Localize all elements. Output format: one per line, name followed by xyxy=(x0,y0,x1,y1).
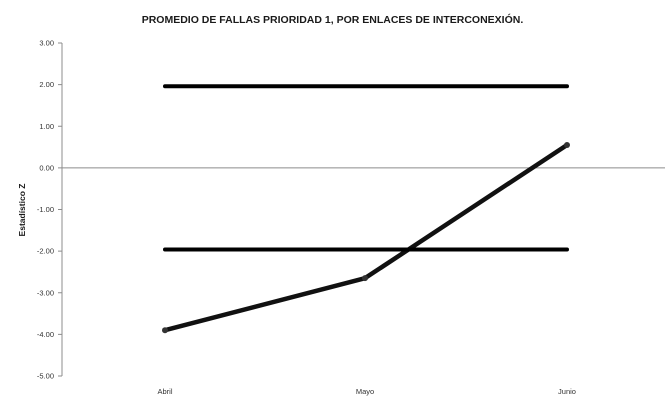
y-tick-label: 0.00 xyxy=(39,163,54,172)
data-point xyxy=(362,275,368,282)
y-tick-label: -1.00 xyxy=(37,205,54,214)
y-tick-label: -2.00 xyxy=(37,247,54,256)
x-tick-label: Junio xyxy=(558,387,576,396)
y-tick-label: -3.00 xyxy=(37,288,54,297)
y-tick-label: -5.00 xyxy=(37,372,54,381)
x-tick-label: Mayo xyxy=(356,387,374,396)
y-tick-label: 3.00 xyxy=(39,39,54,48)
y-tick-label: -4.00 xyxy=(37,330,54,339)
series-line-1 xyxy=(162,142,570,333)
data-point xyxy=(564,141,570,148)
x-tick-label: Abril xyxy=(157,387,172,396)
chart-title: PROMEDIO DE FALLAS PRIORIDAD 1, POR ENLA… xyxy=(141,14,524,26)
data-point xyxy=(162,327,168,334)
y-tick-label: 1.00 xyxy=(39,122,54,131)
y-tick-label: 2.00 xyxy=(39,80,54,89)
